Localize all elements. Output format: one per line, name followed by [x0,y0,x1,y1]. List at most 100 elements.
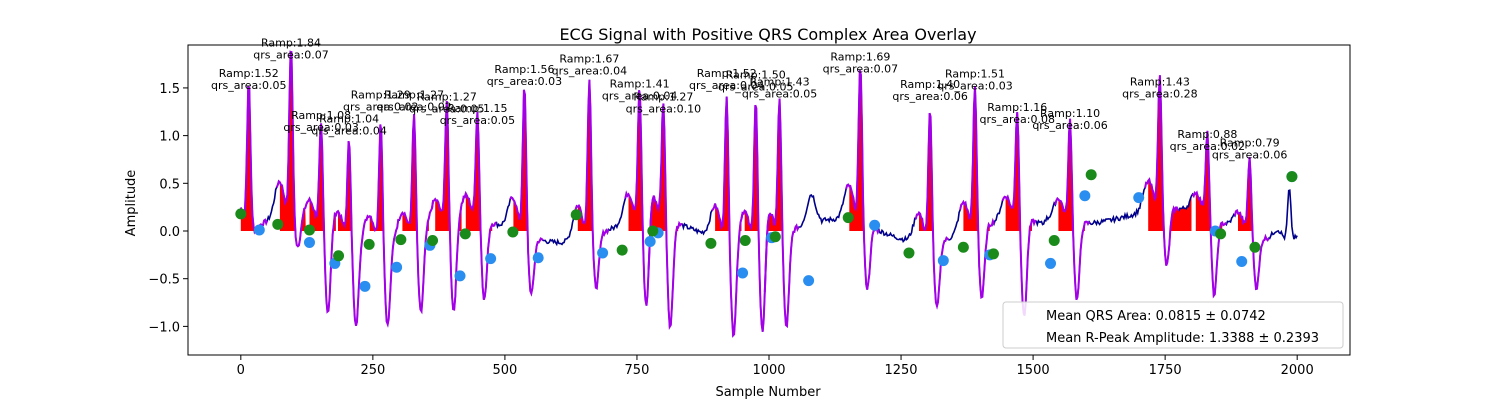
annotation-line: qrs_area:0.02 [376,101,451,114]
beat-annotation: Ramp:1.29 qrs_area:0.02 [343,89,418,114]
qrs-segment-line [711,96,747,338]
qrs-segment-line [305,123,342,314]
annotation-line: qrs_area:0.03 [487,75,562,88]
annotation-line: Ramp:1.69 [830,51,890,64]
annotation-line: Ramp:1.50 [726,69,786,82]
annotation-line: qrs_area:0.04 [311,125,386,138]
beat-annotation: Ramp:1.51 qrs_area:0.03 [937,68,1012,93]
qrs-onset-marker [333,250,345,262]
annotation-line: Ramp:1.84 [261,36,321,49]
annotation-line: qrs_area:0.04 [689,79,764,92]
beat-annotation: Ramp:1.15 qrs_area:0.05 [440,102,515,127]
qrs-segment-line [1054,118,1090,301]
annotation-line: qrs_area:0.05 [409,103,484,116]
qrs-onset-marker [427,235,439,247]
x-tick-label: 1750 [1149,363,1182,378]
annotation-line: qrs_area:0.06 [1032,119,1107,132]
chart-title: ECG Signal with Positive QRS Complex Are… [559,25,976,44]
qrs-segment-line [845,70,880,290]
beat-annotation: Ramp:1.56 qrs_area:0.03 [487,63,562,88]
y-tick-label: 1.0 [159,130,180,145]
qrs-onset-marker [395,234,407,246]
qrs-segment-line [763,98,800,329]
qrs-offset-marker [391,261,403,273]
annotation-line: qrs_area:0.28 [1122,87,1197,100]
axes-layer: 0 250 500 750 1000 1250 1500 1750 2000 −1.0 −0.5 0.… [148,44,1351,378]
annotation-line: Ramp:1.56 [494,63,554,76]
annotation-line: Ramp:1.43 [750,75,810,88]
qrs-offset-marker [532,252,544,264]
qrs-segment-line [334,140,369,326]
qrs-offset-marker [803,275,815,287]
annotation-line: qrs_area:0.08 [980,113,1055,126]
qrs-onset-marker [987,248,999,260]
beat-annotation: Ramp:1.69 qrs_area:0.07 [823,51,898,76]
annotation-line: Ramp:1.52 [697,67,757,80]
annotation-line: qrs_area:0.05 [211,79,286,92]
annotation-line: qrs_area:0.05 [742,87,817,100]
qrs-offset-marker [359,280,371,292]
qrs-onset-marker [739,235,751,247]
annotation-line: Ramp:1.67 [559,52,619,65]
qrs-offset-marker [303,236,315,248]
annotation-line: qrs_area:0.03 [283,121,358,134]
y-tick-label: −1.0 [148,320,180,335]
annotation-line: Ramp:1.41 [610,77,670,90]
qrs-offset-marker [253,224,265,236]
annotation-line: Ramp:1.15 [447,102,507,115]
qrs-offset-marker [1079,190,1091,202]
annotation-line: Ramp:1.40 [900,78,960,91]
x-tick-label: 750 [625,363,650,378]
annotation-line: qrs_area:0.03 [937,80,1012,93]
annotation-line: Ramp:0.88 [1177,128,1237,141]
beat-annotation: Ramp:1.27 qrs_area:0.02 [376,89,451,114]
legend-entry: Mean R-Peak Amplitude: 1.3388 ± 0.2393 [1046,331,1319,346]
qrs-offset-marker [1236,256,1248,268]
y-tick-label: 1.5 [159,82,180,97]
x-tick-label: 250 [360,363,385,378]
qrs-offset-marker [644,235,656,247]
beat-annotation: Ramp:1.52 qrs_area:0.04 [689,67,764,92]
beat-annotation: Ramp:1.84 qrs_area:0.07 [253,36,328,61]
qrs-offset-marker [937,255,949,267]
qrs-segment-line [509,89,544,297]
beat-annotation: Ramp:1.52 qrs_area:0.05 [211,67,286,92]
qrs-segment-line [959,86,995,300]
beat-annotation: Ramp:1.08 qrs_area:0.03 [283,109,358,134]
qrs-offset-marker [454,270,466,282]
qrs-onset-marker [705,237,717,249]
x-tick-label: 1000 [752,363,785,378]
x-tick-label: 1250 [884,363,917,378]
qrs-onset-marker [616,244,628,256]
annotation-line: qrs_area:0.07 [253,48,328,61]
qrs-segment-line [914,112,950,310]
beat-annotation: Ramp:1.40 qrs_area:0.06 [892,78,967,103]
qrs-segment-line [275,50,311,248]
annotation-line: Ramp:1.27 [384,89,444,102]
qrs-onset-marker [1249,241,1261,253]
beat-annotation: Ramp:1.16 qrs_area:0.08 [980,101,1055,126]
legend: Mean QRS Area: 0.0815 ± 0.0742 Mean R-Pea… [1002,301,1344,349]
beat-annotation: Ramp:1.41 qrs_area:0.04 [602,77,677,102]
annotation-line: qrs_area:0.02 [343,101,418,114]
x-axis-label: Sample Number [715,385,821,400]
annotation-line: Ramp:1.08 [291,109,351,122]
annotation-line: qrs_area:0.07 [823,63,898,76]
qrs-segment-line [1144,75,1180,266]
annotation-line: Ramp:1.16 [987,101,1047,114]
annotation-line: qrs_area:0.02 [1170,140,1245,153]
y-tick-label: −0.5 [148,273,180,288]
qrs-offset-marker [869,219,881,231]
x-tick-label: 500 [492,363,517,378]
beat-annotation: Ramp:1.50 qrs_area:0.05 [718,69,793,94]
annotation-line: Ramp:1.43 [1130,75,1190,88]
qrs-segment-line [239,85,269,235]
qrs-onset-marker [1215,228,1227,240]
annotation-line: Ramp:1.52 [219,67,279,80]
annotation-line: qrs_area:0.06 [892,90,967,103]
x-tick-label: 0 [237,363,245,378]
annotation-line: Ramp:1.10 [1040,107,1100,120]
beat-annotation: Ramp:1.43 qrs_area:0.05 [742,75,817,100]
qrs-segment-line [431,100,467,311]
